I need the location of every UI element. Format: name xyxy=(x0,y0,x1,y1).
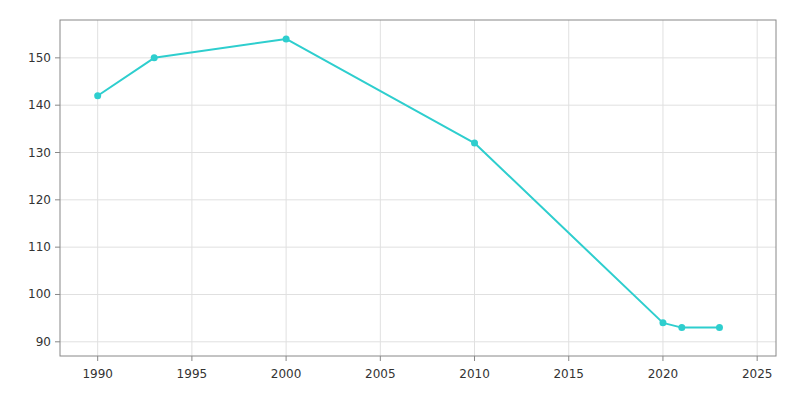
tick-mark-x xyxy=(662,356,663,361)
grid-line-x xyxy=(191,20,192,356)
tick-label-x: 2000 xyxy=(271,367,302,381)
tick-label-y: 140 xyxy=(28,98,51,112)
grid-line-x xyxy=(474,20,475,356)
tick-label-y: 130 xyxy=(28,146,51,160)
grid-line-y xyxy=(60,341,776,342)
grid-line-y xyxy=(60,105,776,106)
tick-label-y: 100 xyxy=(28,287,51,301)
grid-line-x xyxy=(662,20,663,356)
line xyxy=(98,39,720,328)
tick-label-x: 2025 xyxy=(742,367,773,381)
tick-label-x: 1990 xyxy=(82,367,113,381)
tick-label-y: 120 xyxy=(28,193,51,207)
tick-mark-x xyxy=(97,356,98,361)
series xyxy=(94,35,723,331)
tick-mark-y xyxy=(55,105,60,106)
tick-label-x: 2010 xyxy=(459,367,490,381)
tick-mark-y xyxy=(55,294,60,295)
tick-labels: 1990 1995 2000 2005 2010 2015 2020 2025 90 100 110… xyxy=(28,51,772,381)
tick-label-y: 150 xyxy=(28,51,51,65)
grid-line-x xyxy=(97,20,98,356)
grid-line-y xyxy=(60,152,776,153)
tick-mark-x xyxy=(191,356,192,361)
point xyxy=(94,92,101,99)
tick-label-x: 1995 xyxy=(177,367,208,381)
point xyxy=(283,35,290,42)
tick-label-x: 2005 xyxy=(365,367,396,381)
tick-mark-y xyxy=(55,57,60,58)
tick-mark-y xyxy=(55,247,60,248)
tick-mark-x xyxy=(286,356,287,361)
point xyxy=(716,324,723,331)
grid-line-y xyxy=(60,199,776,200)
tick-mark-y xyxy=(55,152,60,153)
chart: 1990 1995 2000 2005 2010 2015 2020 2025 90 100 110… xyxy=(0,0,800,400)
grid-line-y xyxy=(60,294,776,295)
grid-line-x xyxy=(757,20,758,356)
tick-mark-x xyxy=(757,356,758,361)
tick-mark-x xyxy=(380,356,381,361)
grid xyxy=(55,20,776,361)
tick-mark-x xyxy=(474,356,475,361)
grid-line-y xyxy=(60,57,776,58)
grid-line-x xyxy=(568,20,569,356)
tick-label-y: 110 xyxy=(28,240,51,254)
tick-mark-y xyxy=(55,199,60,200)
point xyxy=(659,319,666,326)
point xyxy=(678,324,685,331)
grid-line-x xyxy=(286,20,287,356)
tick-label-x: 2020 xyxy=(648,367,679,381)
tick-label-y: 90 xyxy=(36,335,51,349)
point xyxy=(151,54,158,61)
grid-line-y xyxy=(60,247,776,248)
grid-line-x xyxy=(380,20,381,356)
point xyxy=(471,140,478,147)
tick-mark-x xyxy=(568,356,569,361)
tick-label-x: 2015 xyxy=(553,367,584,381)
plot-frame xyxy=(60,20,776,356)
tick-mark-y xyxy=(55,341,60,342)
